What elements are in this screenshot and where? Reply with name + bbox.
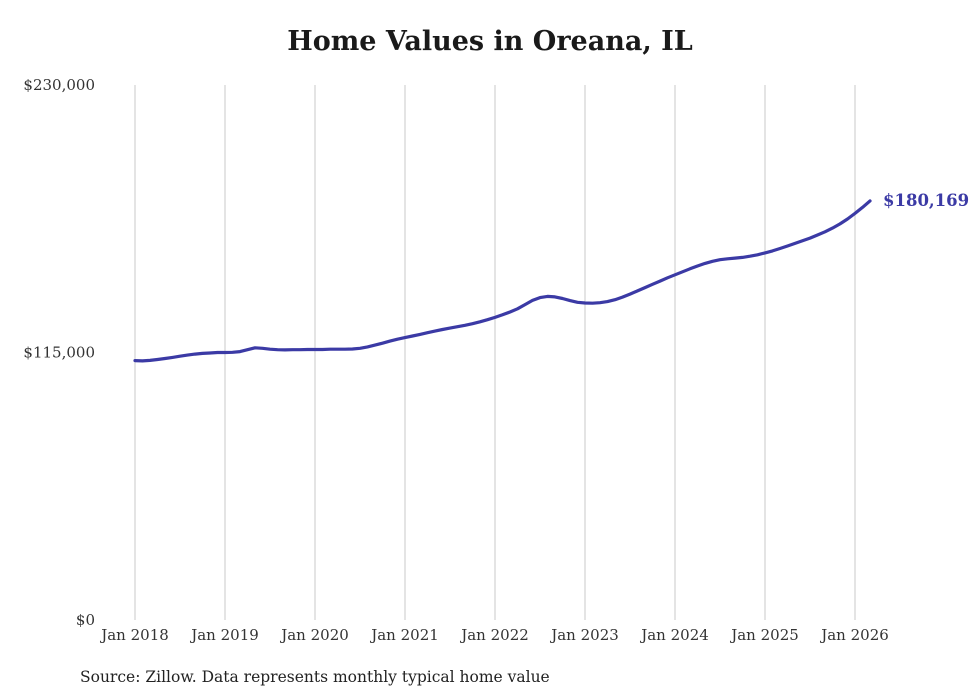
x-tick-label: Jan 2021 (369, 626, 439, 644)
y-tick-label: $115,000 (23, 344, 95, 362)
latest-value-label: $180,169 (883, 191, 969, 210)
y-tick-label: $0 (76, 611, 95, 629)
source-note: Source: Zillow. Data represents monthly … (80, 668, 550, 686)
x-tick-label: Jan 2018 (99, 626, 169, 644)
x-tick-label: Jan 2020 (279, 626, 349, 644)
home-value-series-line (133, 199, 872, 363)
x-tick-label: Jan 2022 (459, 626, 529, 644)
x-tick-label: Jan 2023 (549, 626, 619, 644)
x-tick-label: Jan 2026 (819, 626, 889, 644)
home-values-line-chart: Jan 2018 Jan 2019 Jan 2020 Jan 2021 Jan 2022… (23, 76, 969, 644)
x-tick-label: Jan 2025 (729, 626, 799, 644)
x-tick-label: Jan 2024 (639, 626, 709, 644)
chart-title: Home Values in Oreana, IL (287, 26, 693, 57)
x-tick-label: Jan 2019 (189, 626, 259, 644)
y-tick-label: $230,000 (23, 76, 95, 94)
